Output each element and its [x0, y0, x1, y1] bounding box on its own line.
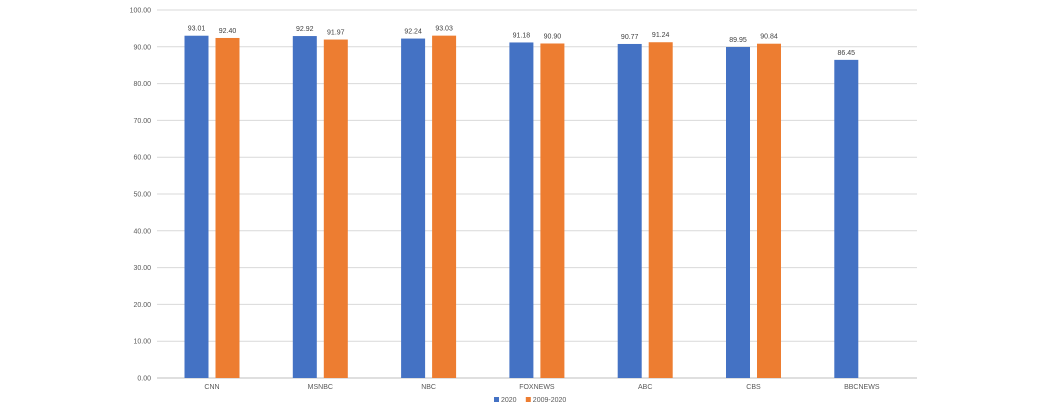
data-label: 92.92	[296, 26, 314, 33]
data-label: 90.84	[760, 34, 778, 41]
category-label-cbs: CBS	[746, 384, 761, 391]
category-label-foxnews: FOXNEWS	[519, 384, 555, 391]
data-label: 90.77	[621, 34, 639, 41]
gridlines	[157, 9, 917, 379]
x-axis-category-labels: CNN MSNBC NBC FOXNEWS ABC CBS BBCNEWS	[204, 384, 879, 391]
bar-2020-msnbc	[292, 36, 317, 378]
data-label: 92.24	[404, 29, 422, 36]
data-label: 93.03	[435, 26, 453, 33]
y-tick-label: 70.00	[133, 118, 151, 125]
y-axis-tick-labels: 0.00 10.00 20.00 30.00 40.00 50.00 60.00 70.00 8…	[130, 8, 152, 383]
y-tick-label: 100.00	[130, 8, 152, 15]
bar-2020-bbcnews	[834, 59, 859, 378]
y-tick-label: 10.00	[133, 339, 151, 346]
bar-2020-cnn	[184, 35, 209, 378]
data-label: 90.90	[544, 33, 562, 40]
bar-2009-2020-abc	[648, 42, 673, 378]
y-tick-label: 0.00	[137, 376, 151, 383]
data-labels: 93.01 92.40 92.92 91.97 92.24 93.03 91.18 90.90…	[188, 26, 855, 57]
data-label: 86.45	[838, 50, 856, 57]
bar-2020-nbc	[401, 38, 426, 379]
bar-2020-cbs	[726, 46, 750, 378]
bar-2009-2020-cnn	[215, 37, 240, 379]
y-tick-label: 50.00	[133, 192, 151, 199]
data-label: 91.24	[652, 32, 670, 39]
bar-2020-foxnews	[509, 42, 534, 378]
y-tick-label: 30.00	[133, 265, 151, 272]
category-label-cnn: CNN	[204, 384, 219, 391]
y-tick-label: 90.00	[133, 44, 151, 51]
data-label: 91.97	[327, 30, 345, 37]
legend-label: 2009-2020	[533, 397, 567, 404]
data-label: 89.95	[729, 37, 747, 44]
legend-swatch	[525, 397, 531, 402]
data-label: 93.01	[188, 26, 206, 33]
category-label-nbc: NBC	[421, 384, 436, 391]
legend-label: 2020	[501, 397, 517, 404]
data-label: 91.18	[513, 32, 531, 39]
bars	[184, 35, 859, 379]
y-tick-label: 40.00	[133, 228, 151, 235]
bar-2009-2020-foxnews	[540, 43, 565, 378]
y-tick-label: 20.00	[133, 302, 151, 309]
category-label-abc: ABC	[638, 384, 652, 391]
y-tick-label: 60.00	[133, 155, 151, 162]
y-tick-label: 80.00	[133, 81, 151, 88]
legend: 2020 2009-2020	[494, 397, 566, 404]
bar-2009-2020-msnbc	[323, 39, 348, 378]
category-label-msnbc: MSNBC	[308, 384, 333, 391]
data-label: 92.40	[219, 28, 237, 35]
bar-2009-2020-nbc	[432, 35, 457, 379]
bar-2009-2020-cbs	[757, 43, 781, 378]
legend-swatch	[494, 397, 499, 402]
bar-2020-abc	[617, 43, 642, 378]
category-label-bbcnews: BBCNEWS	[844, 384, 880, 391]
